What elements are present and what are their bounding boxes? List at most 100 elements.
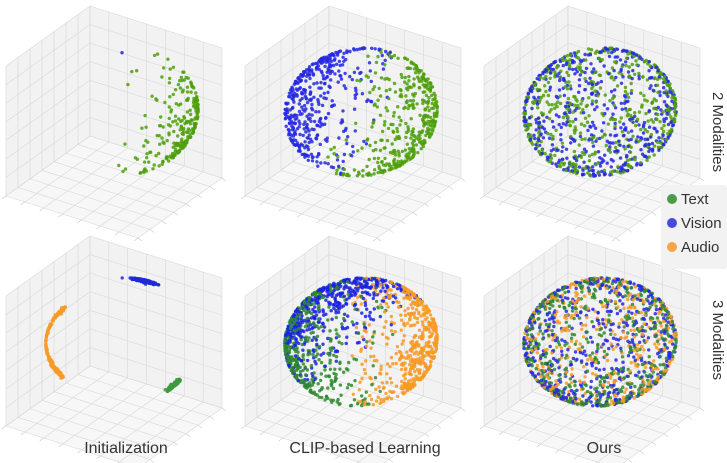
point-vision	[623, 127, 627, 132]
point-audio	[45, 347, 49, 351]
point-vision	[299, 78, 303, 83]
point-vision	[388, 50, 392, 54]
point-text	[376, 170, 380, 175]
point-text	[189, 80, 193, 84]
point-text	[319, 387, 324, 391]
point-text	[334, 315, 338, 320]
point-audio	[632, 396, 636, 400]
point-vision	[309, 152, 314, 156]
point-text	[373, 71, 378, 75]
point-audio	[402, 334, 406, 338]
point-audio	[434, 325, 438, 329]
point-text	[332, 145, 336, 150]
point-text	[435, 106, 439, 110]
point-vision	[532, 133, 536, 137]
point-vision	[310, 155, 315, 160]
point-vision	[285, 102, 289, 106]
point-vision	[358, 276, 362, 280]
point-text	[538, 329, 543, 333]
point-audio	[379, 367, 383, 372]
point-vision	[666, 122, 671, 127]
point-audio	[601, 305, 605, 309]
point-text	[365, 164, 369, 169]
point-vision	[296, 379, 300, 383]
point-vision	[522, 115, 527, 120]
point-text	[396, 56, 400, 60]
point-vision	[656, 68, 660, 73]
point-audio	[401, 339, 405, 343]
point-text	[126, 82, 130, 87]
point-vision	[298, 132, 302, 137]
point-vision	[647, 142, 651, 146]
point-text	[418, 136, 422, 141]
point-text	[655, 117, 659, 122]
point-vision	[340, 291, 344, 296]
point-vision	[297, 109, 302, 114]
point-vision	[654, 65, 659, 69]
point-text	[309, 311, 314, 316]
point-text	[409, 60, 413, 64]
point-text	[182, 78, 187, 82]
point-audio	[432, 343, 437, 347]
point-text	[289, 346, 293, 350]
point-vision	[298, 149, 302, 153]
point-text	[309, 331, 313, 335]
point-text	[397, 151, 401, 156]
point-text	[407, 103, 411, 108]
point-text	[568, 53, 572, 57]
point-text	[559, 161, 564, 165]
point-vision	[577, 78, 582, 82]
point-vision	[295, 94, 299, 98]
point-vision	[613, 88, 617, 92]
point-audio	[368, 375, 372, 380]
point-text	[539, 111, 544, 115]
point-audio	[539, 374, 543, 379]
point-text	[568, 123, 572, 127]
point-vision	[584, 79, 588, 84]
point-vision	[570, 326, 574, 330]
point-vision	[603, 172, 607, 176]
point-vision	[614, 75, 618, 80]
point-vision	[617, 325, 621, 329]
point-text	[152, 163, 156, 167]
point-vision	[319, 86, 323, 90]
point-audio	[630, 316, 635, 320]
point-text	[408, 99, 413, 103]
point-audio	[52, 365, 56, 369]
point-vision	[608, 133, 613, 137]
point-text	[411, 143, 416, 148]
point-text	[196, 103, 200, 107]
point-audio	[51, 317, 55, 322]
point-audio	[550, 391, 554, 396]
point-vision	[550, 143, 555, 147]
point-text	[386, 126, 391, 131]
point-vision	[288, 332, 293, 337]
point-vision	[335, 62, 339, 66]
point-text	[584, 337, 589, 341]
point-vision	[371, 276, 375, 281]
point-vision	[626, 70, 631, 74]
point-vision	[296, 76, 301, 80]
point-vision	[633, 114, 637, 119]
point-vision	[628, 117, 632, 122]
point-text	[376, 160, 380, 165]
point-text	[619, 116, 623, 120]
point-audio	[418, 356, 422, 360]
point-vision	[587, 81, 591, 86]
point-text	[593, 89, 597, 93]
point-vision	[636, 135, 640, 139]
point-text	[424, 84, 428, 88]
point-text	[633, 384, 637, 389]
point-vision	[304, 79, 308, 83]
point-vision	[647, 60, 651, 64]
point-vision	[591, 168, 595, 173]
point-text	[145, 152, 149, 156]
point-audio	[403, 382, 407, 386]
point-audio	[367, 323, 371, 327]
point-text	[354, 358, 359, 362]
point-vision	[640, 57, 644, 61]
point-audio	[423, 354, 427, 358]
point-text	[370, 383, 374, 387]
point-vision	[363, 301, 367, 305]
point-text	[380, 159, 384, 164]
